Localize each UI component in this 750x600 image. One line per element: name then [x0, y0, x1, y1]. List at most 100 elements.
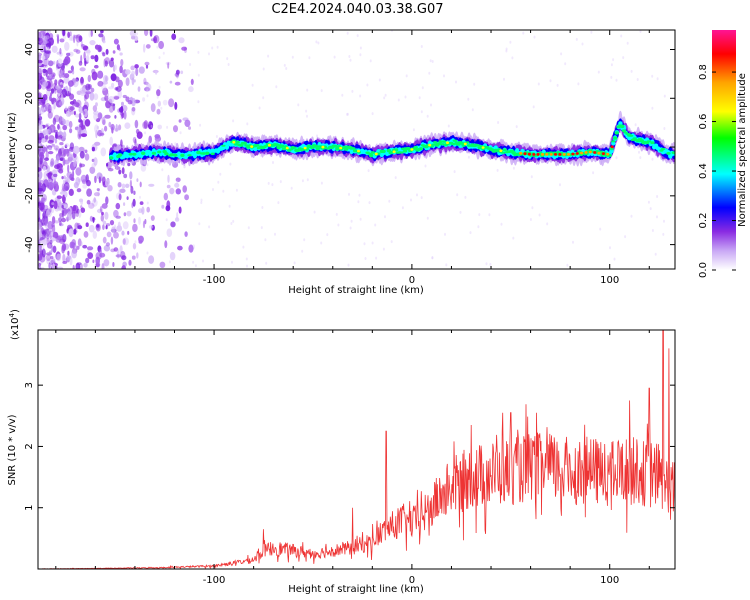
noise-blob — [65, 110, 71, 117]
noise-blob — [80, 133, 87, 138]
noise-blob — [75, 113, 80, 118]
spectrogram-y-label: Frequency (Hz) — [7, 112, 18, 188]
noise-blob — [110, 57, 114, 62]
noise-blob — [55, 65, 59, 71]
noise-blob — [59, 154, 65, 159]
snr-x-ticks: -100 0 100 — [55, 330, 650, 586]
noise-blob — [38, 115, 41, 121]
noise-blob — [184, 194, 190, 201]
noise-blob — [64, 191, 68, 198]
noise-blob — [69, 106, 75, 111]
noise-blob — [102, 87, 109, 96]
noise-blob — [104, 125, 108, 132]
hot-spot — [549, 153, 553, 156]
faint-noise — [515, 125, 518, 129]
warm-spot — [268, 143, 271, 147]
noise-blob — [80, 174, 87, 183]
noise-blob — [67, 31, 71, 38]
noise-blob — [91, 146, 95, 152]
ridge-mark — [221, 144, 226, 147]
noise-blob — [115, 202, 121, 210]
noise-blob — [87, 74, 92, 83]
noise-blob — [122, 221, 129, 230]
noise-blob — [123, 212, 127, 217]
hot-spot — [558, 153, 562, 156]
faint-noise — [378, 78, 381, 82]
ridge-mark — [187, 154, 192, 157]
noise-blob — [164, 240, 168, 249]
faint-noise — [431, 60, 434, 63]
faint-noise — [374, 223, 377, 227]
noise-blob — [84, 119, 91, 127]
faint-noise — [275, 85, 278, 89]
noise-blob — [102, 236, 107, 244]
faint-noise — [390, 240, 393, 244]
ridge-mark — [242, 141, 247, 145]
ridge-mark — [399, 151, 404, 154]
noise-blob — [75, 77, 79, 82]
ridge-mark — [224, 144, 230, 150]
noise-blob — [58, 136, 62, 141]
snr-y-label: SNR (10 * v/v) — [7, 414, 18, 485]
hot-spot — [540, 153, 545, 156]
faint-noise — [150, 124, 153, 128]
noise-blob — [62, 30, 66, 36]
noise-blob — [64, 143, 70, 148]
faint-noise — [136, 32, 139, 36]
noise-blob — [99, 206, 103, 213]
noise-blob — [48, 37, 54, 46]
noise-blob — [104, 57, 110, 65]
noise-blob — [68, 188, 74, 196]
noise-blob — [57, 266, 64, 269]
noise-blob — [73, 34, 76, 44]
faint-noise — [430, 103, 432, 107]
faint-noise — [651, 157, 654, 161]
faint-noise — [285, 67, 288, 70]
faint-noise — [467, 97, 470, 101]
noise-blob — [103, 244, 111, 252]
ridge-mark — [368, 153, 374, 158]
noise-blob — [123, 202, 126, 207]
noise-blob — [129, 179, 132, 188]
spectrogram-ytick-label: 0 — [24, 144, 35, 150]
noise-blob — [136, 252, 139, 259]
noise-blob — [83, 94, 87, 102]
hot-spot — [610, 145, 614, 149]
noise-blob — [108, 105, 114, 113]
noise-blob — [79, 67, 86, 72]
noise-blob — [92, 230, 98, 239]
faint-noise — [161, 168, 164, 172]
faint-noise — [158, 85, 161, 89]
ridge-mark — [433, 141, 438, 144]
warm-spot — [321, 145, 325, 149]
faint-noise — [283, 63, 286, 67]
noise-blob — [38, 125, 44, 130]
ridge-mark — [333, 144, 338, 148]
noise-blob — [75, 34, 82, 43]
noise-blob — [94, 54, 99, 63]
noise-blob — [113, 95, 120, 100]
faint-noise — [420, 110, 423, 114]
noise-blob — [132, 223, 138, 233]
spectrogram-frame — [37, 29, 676, 270]
noise-blob — [49, 206, 52, 213]
noise-blob — [44, 50, 51, 54]
noise-blob — [47, 172, 53, 180]
noise-blob — [104, 95, 109, 102]
faint-noise — [549, 79, 552, 83]
faint-noise — [401, 206, 404, 210]
noise-blob — [53, 200, 58, 210]
noise-blob — [45, 43, 51, 48]
noise-blob — [92, 216, 95, 221]
noise-blob — [148, 135, 152, 144]
faint-noise — [564, 62, 567, 66]
faint-noise — [349, 226, 352, 230]
noise-blob — [87, 252, 94, 259]
noise-blob — [110, 123, 115, 131]
faint-noise — [320, 241, 323, 245]
noise-blob — [62, 124, 68, 131]
noise-blob — [166, 184, 171, 189]
noise-blob — [105, 48, 109, 55]
faint-noise — [467, 155, 470, 159]
